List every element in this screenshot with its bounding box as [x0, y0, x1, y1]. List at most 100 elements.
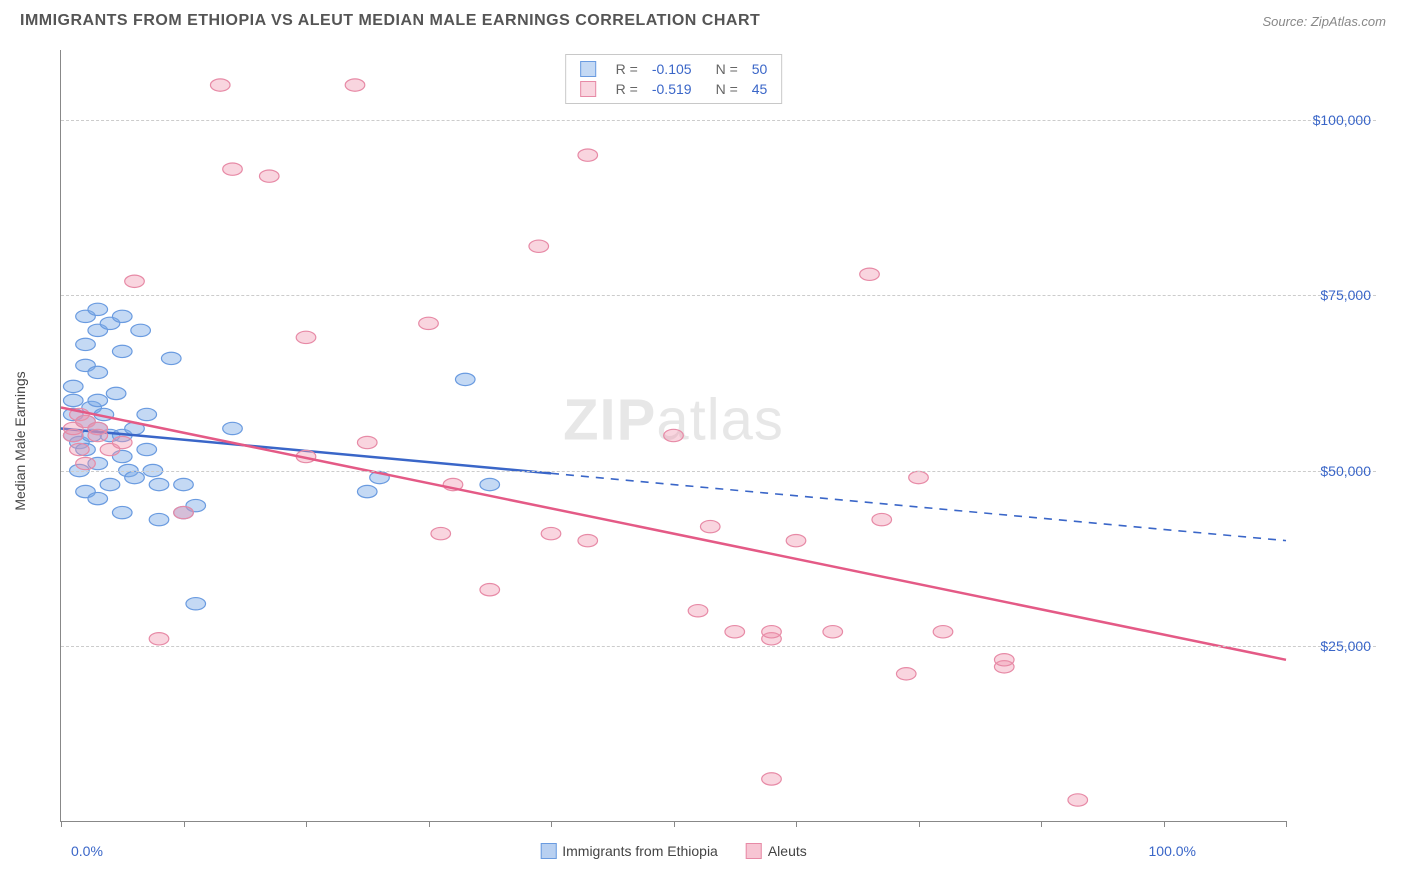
- data-point: [100, 478, 120, 490]
- gridline: [61, 120, 1376, 121]
- legend-n-value: 45: [752, 81, 768, 97]
- data-point: [480, 584, 500, 596]
- data-point: [223, 422, 243, 434]
- data-point: [112, 506, 132, 518]
- data-point: [296, 331, 316, 343]
- data-point: [63, 380, 83, 392]
- x-axis-max: 100.0%: [1149, 843, 1196, 859]
- trend-line: [61, 407, 1286, 659]
- data-point: [137, 408, 157, 420]
- y-tick-label: $75,000: [1320, 287, 1371, 303]
- data-point: [149, 478, 169, 490]
- x-tick: [1041, 821, 1042, 827]
- legend-item: Immigrants from Ethiopia: [540, 843, 718, 859]
- data-point: [88, 303, 108, 315]
- x-tick: [796, 821, 797, 827]
- y-tick-label: $100,000: [1313, 112, 1371, 128]
- legend-r-value: -0.519: [652, 81, 692, 97]
- data-point: [223, 163, 243, 175]
- data-point: [786, 534, 806, 546]
- data-point: [259, 170, 279, 182]
- chart-area: Median Male Earnings ZIPatlas R = -0.105…: [50, 50, 1376, 832]
- data-point: [823, 626, 843, 638]
- y-tick-label: $25,000: [1320, 638, 1371, 654]
- data-point: [455, 373, 475, 385]
- data-point: [186, 598, 206, 610]
- data-point: [762, 773, 782, 785]
- legend-r-label: R =: [616, 81, 638, 97]
- data-point: [88, 366, 108, 378]
- data-point: [762, 626, 782, 638]
- x-tick: [1286, 821, 1287, 827]
- data-point: [541, 527, 561, 539]
- data-point: [578, 534, 598, 546]
- x-tick: [306, 821, 307, 827]
- data-point: [70, 443, 90, 455]
- data-point: [688, 605, 708, 617]
- legend-row: R = -0.519 N = 45: [580, 79, 768, 99]
- data-point: [149, 513, 169, 525]
- data-point: [357, 485, 377, 497]
- data-point: [106, 387, 126, 399]
- legend-r-label: R =: [616, 61, 638, 77]
- data-point: [872, 513, 892, 525]
- x-tick: [61, 821, 62, 827]
- gridline: [61, 295, 1376, 296]
- legend-swatch: [540, 843, 556, 859]
- data-point: [529, 240, 549, 252]
- data-point: [125, 471, 145, 483]
- data-point: [480, 478, 500, 490]
- data-point: [909, 471, 929, 483]
- data-point: [63, 394, 83, 406]
- data-point: [112, 345, 132, 357]
- legend-swatch: [746, 843, 762, 859]
- data-point: [125, 275, 145, 287]
- data-point: [994, 654, 1014, 666]
- data-point: [431, 527, 451, 539]
- data-point: [700, 520, 720, 532]
- data-point: [419, 317, 439, 329]
- x-axis-min: 0.0%: [71, 843, 103, 859]
- data-point: [725, 626, 745, 638]
- gridline: [61, 646, 1376, 647]
- data-point: [88, 394, 108, 406]
- data-point: [1068, 794, 1088, 806]
- legend-n-value: 50: [752, 61, 768, 77]
- data-point: [161, 352, 181, 364]
- legend-item: Aleuts: [746, 843, 807, 859]
- data-point: [357, 436, 377, 448]
- data-point: [896, 668, 916, 680]
- x-tick: [919, 821, 920, 827]
- plot-region: ZIPatlas R = -0.105N = 50R = -0.519N = 4…: [60, 50, 1286, 822]
- chart-source: Source: ZipAtlas.com: [1262, 14, 1386, 29]
- data-point: [174, 478, 194, 490]
- legend-r-value: -0.105: [652, 61, 692, 77]
- data-point: [933, 626, 953, 638]
- legend-label: Aleuts: [768, 843, 807, 859]
- data-point: [112, 436, 132, 448]
- correlation-legend: R = -0.105 N = 50 R = -0.519 N = 45: [565, 54, 783, 104]
- gridline: [61, 471, 1376, 472]
- legend-row: R = -0.105 N = 50: [580, 59, 768, 79]
- legend-swatch: [580, 61, 596, 77]
- legend-n-label: N =: [716, 61, 738, 77]
- legend-label: Immigrants from Ethiopia: [562, 843, 718, 859]
- x-tick: [674, 821, 675, 827]
- x-tick: [551, 821, 552, 827]
- chart-header: IMMIGRANTS FROM ETHIOPIA VS ALEUT MEDIAN…: [0, 0, 1406, 38]
- data-point: [76, 457, 96, 469]
- legend-swatch: [580, 81, 596, 97]
- data-point: [664, 429, 684, 441]
- data-point: [578, 149, 598, 161]
- data-point: [174, 506, 194, 518]
- y-axis-label: Median Male Earnings: [12, 371, 28, 510]
- y-tick-label: $50,000: [1320, 463, 1371, 479]
- data-point: [860, 268, 880, 280]
- x-tick: [184, 821, 185, 827]
- data-point: [88, 492, 108, 504]
- chart-title: IMMIGRANTS FROM ETHIOPIA VS ALEUT MEDIAN…: [20, 12, 760, 30]
- data-point: [345, 79, 365, 91]
- x-tick: [429, 821, 430, 827]
- legend-n-label: N =: [716, 81, 738, 97]
- data-point: [76, 338, 96, 350]
